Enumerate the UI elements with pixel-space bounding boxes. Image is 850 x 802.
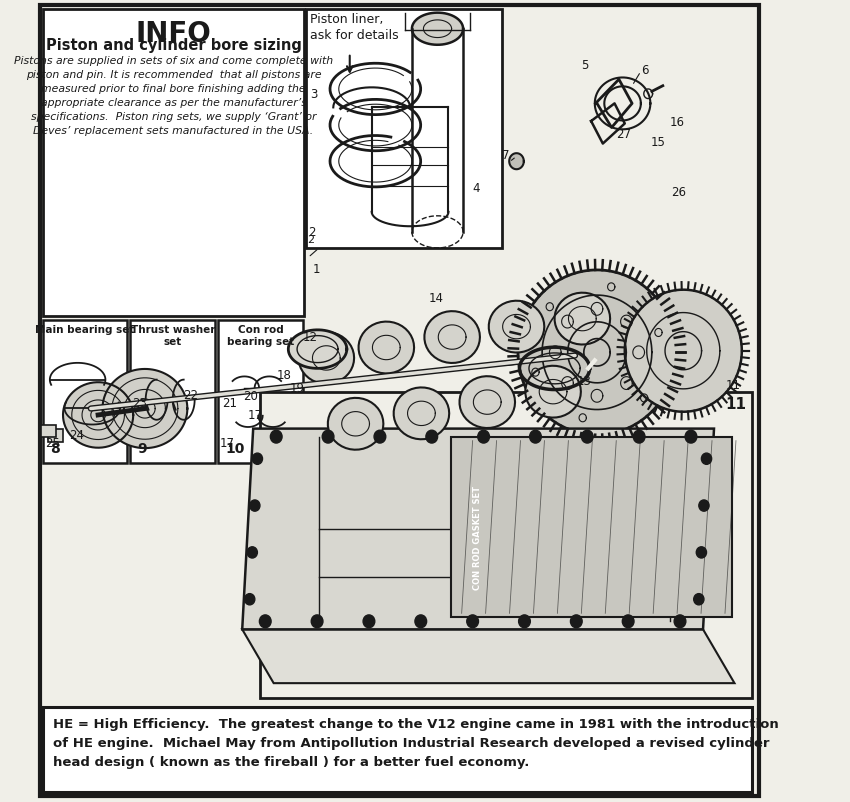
Text: 11: 11 — [726, 379, 740, 391]
Polygon shape — [412, 14, 463, 46]
Text: 8: 8 — [50, 442, 60, 456]
Polygon shape — [298, 333, 354, 384]
Circle shape — [701, 454, 711, 464]
Text: 14: 14 — [428, 292, 444, 305]
Text: 26: 26 — [672, 186, 687, 199]
Polygon shape — [489, 302, 544, 353]
Circle shape — [426, 431, 438, 444]
Text: INFO: INFO — [136, 20, 212, 48]
Polygon shape — [359, 322, 414, 374]
Text: 19: 19 — [290, 382, 305, 395]
Bar — [42, 707, 752, 792]
Circle shape — [252, 454, 263, 464]
Text: Piston liner,
ask for details: Piston liner, ask for details — [309, 13, 398, 42]
Text: HE = High Efficiency.  The greatest change to the V12 engine came in 1981 with t: HE = High Efficiency. The greatest chang… — [54, 717, 779, 768]
Bar — [41, 425, 56, 438]
Circle shape — [322, 431, 334, 444]
Circle shape — [581, 431, 593, 444]
Circle shape — [311, 615, 323, 628]
Text: Main bearing set: Main bearing set — [35, 325, 134, 334]
Polygon shape — [625, 290, 742, 412]
Circle shape — [270, 431, 282, 444]
Circle shape — [250, 500, 260, 512]
Text: 16: 16 — [670, 115, 685, 128]
Text: 4: 4 — [473, 182, 480, 195]
Text: 1: 1 — [313, 262, 320, 275]
Circle shape — [622, 615, 634, 628]
Text: 21: 21 — [223, 396, 237, 409]
Text: 6: 6 — [641, 64, 649, 77]
Circle shape — [245, 593, 255, 605]
Text: Pistons are supplied in sets of six and come complete with
piston and pin. It is: Pistons are supplied in sets of six and … — [14, 56, 333, 136]
Text: Con rod
bearing set: Con rod bearing set — [227, 325, 294, 346]
Text: 18: 18 — [276, 369, 292, 382]
Bar — [42, 321, 128, 464]
Circle shape — [259, 615, 271, 628]
Text: Piston and cylinder bore sizing: Piston and cylinder bore sizing — [46, 38, 302, 53]
Circle shape — [467, 615, 479, 628]
Circle shape — [694, 593, 704, 605]
Bar — [42, 10, 304, 317]
Text: 23: 23 — [132, 397, 147, 410]
Text: 3: 3 — [310, 88, 318, 101]
Circle shape — [530, 431, 541, 444]
Circle shape — [685, 431, 697, 444]
Polygon shape — [450, 437, 733, 618]
Bar — [130, 321, 215, 464]
Polygon shape — [555, 294, 610, 345]
Text: 20: 20 — [243, 390, 258, 403]
Text: 10: 10 — [225, 442, 245, 456]
Bar — [306, 10, 502, 249]
Circle shape — [518, 615, 530, 628]
Text: 7: 7 — [502, 149, 509, 162]
Text: 12: 12 — [303, 330, 318, 343]
Polygon shape — [328, 399, 383, 450]
Polygon shape — [394, 388, 449, 439]
Circle shape — [415, 615, 427, 628]
Polygon shape — [424, 312, 480, 363]
Text: 9: 9 — [138, 442, 147, 456]
Text: CON ROD GASKET SET: CON ROD GASKET SET — [473, 485, 482, 589]
Circle shape — [247, 547, 258, 558]
Polygon shape — [460, 377, 515, 428]
Text: 5: 5 — [581, 59, 588, 72]
Polygon shape — [509, 154, 524, 170]
Polygon shape — [288, 330, 347, 369]
Polygon shape — [525, 367, 581, 418]
Text: 13: 13 — [576, 375, 592, 387]
Circle shape — [674, 615, 686, 628]
Circle shape — [363, 615, 375, 628]
Circle shape — [633, 431, 645, 444]
Text: 27: 27 — [616, 128, 631, 141]
Polygon shape — [63, 383, 133, 448]
Text: 17: 17 — [219, 436, 235, 449]
Polygon shape — [518, 270, 676, 435]
Polygon shape — [242, 429, 714, 630]
Text: 15: 15 — [651, 136, 666, 149]
Circle shape — [374, 431, 386, 444]
Circle shape — [478, 431, 490, 444]
Polygon shape — [103, 370, 187, 448]
Text: 22: 22 — [183, 388, 198, 401]
Bar — [260, 393, 752, 698]
Text: 11: 11 — [725, 397, 746, 412]
Circle shape — [570, 615, 582, 628]
Text: 2: 2 — [308, 235, 314, 245]
Polygon shape — [242, 630, 734, 683]
Text: 25: 25 — [45, 436, 60, 449]
Circle shape — [699, 500, 709, 512]
Text: 17: 17 — [247, 409, 263, 422]
Text: Thrust washer
set: Thrust washer set — [131, 325, 215, 346]
Bar — [218, 321, 303, 464]
Text: 24: 24 — [69, 428, 84, 441]
Text: 2: 2 — [308, 226, 315, 239]
Bar — [48, 430, 63, 443]
Circle shape — [696, 547, 706, 558]
